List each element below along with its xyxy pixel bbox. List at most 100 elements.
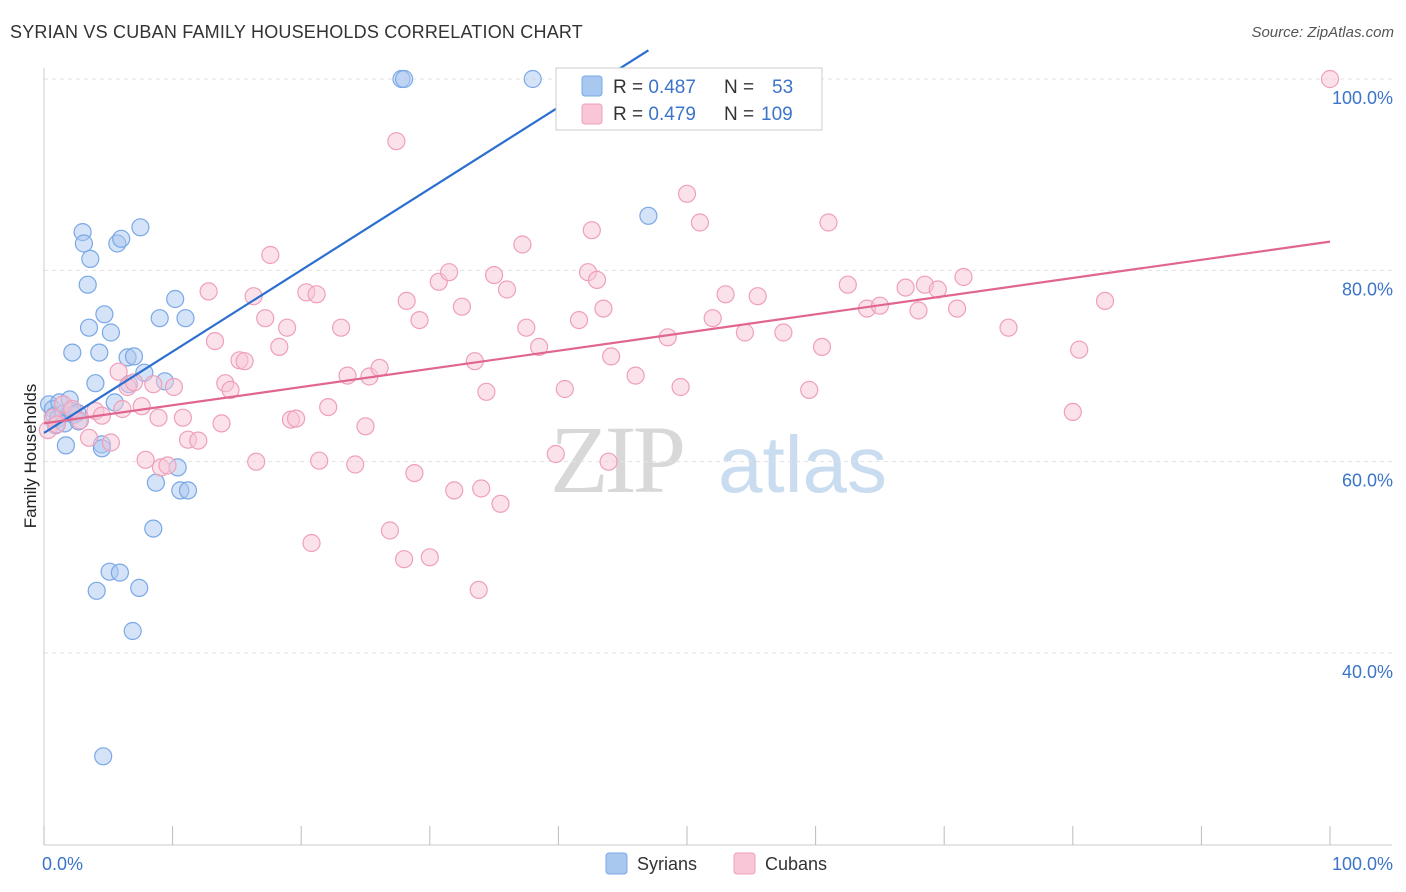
stats-r-label: R = [613,77,648,98]
point-syrians [639,206,658,225]
point-cubans [594,299,613,318]
point-syrians [56,436,76,455]
trend-line-syrians [43,49,650,434]
legend-label-syrians: Syrians [637,854,697,874]
y-tick-label: 100.0% [1332,88,1393,108]
point-cubans [896,278,915,297]
point-cubans [658,328,677,347]
stats-swatch-cubans [581,103,603,125]
point-cubans [144,375,163,394]
point-cubans [261,245,280,265]
stats-swatch-syrians [581,75,603,97]
point-cubans [1095,291,1115,310]
y-axis-label: Family Households [21,384,40,529]
point-cubans [774,323,793,342]
point-cubans [79,428,99,447]
point-syrians [87,581,106,600]
watermark-atlas: atlas [718,420,887,509]
point-cubans [485,266,504,285]
point-syrians [95,305,114,324]
stats-box: R = 0.487 N = 53 R = 0.479 N = 109 [555,67,823,131]
point-cubans [469,580,488,600]
point-syrians [110,563,130,582]
point-cubans [569,311,589,330]
stats-n-value: 109 [761,104,793,125]
point-cubans [387,132,406,151]
point-cubans [319,398,338,417]
legend-swatch-cubans [733,852,756,875]
point-cubans [599,452,618,471]
point-cubans [472,479,491,498]
point-cubans [909,301,928,320]
point-cubans [626,366,645,385]
stats-n-cubans: N = [724,104,754,125]
legend-swatch-syrians [605,852,628,875]
point-cubans [838,275,857,294]
point-syrians [178,481,198,500]
stats-n-value: 53 [772,77,793,98]
point-cubans [445,481,464,500]
point-cubans [800,380,819,399]
x-tick-label: 0.0% [42,854,83,874]
point-syrians [123,621,142,641]
legend: Syrians Cubans [605,852,827,875]
y-tick-label: 40.0% [1342,662,1393,682]
point-cubans [356,417,375,436]
point-cubans [582,221,601,240]
point-cubans [346,455,365,474]
point-cubans [302,533,321,553]
point-cubans [278,318,297,337]
point-syrians [94,747,113,766]
point-syrians [124,347,144,366]
chart-source: Source: ZipAtlas.com [1251,24,1394,41]
point-syrians [131,218,150,237]
point-syrians [166,289,185,309]
point-cubans [199,282,218,301]
point-cubans [132,397,151,416]
y-tick-label: 80.0% [1342,279,1393,299]
point-syrians [176,309,195,328]
point-cubans [287,409,306,428]
point-cubans [690,213,710,232]
point-cubans [158,456,177,475]
point-syrians [146,473,165,492]
stats-n-label: N = [724,77,754,98]
point-cubans [164,377,183,397]
point-cubans [601,347,621,366]
point-cubans [420,548,439,567]
point-cubans [677,184,697,203]
point-cubans [748,287,767,306]
point-cubans [452,297,471,316]
point-cubans [716,285,735,304]
point-cubans [109,362,128,381]
point-cubans [477,382,496,401]
stats-n-label: N = [724,104,754,125]
point-syrians [395,69,414,89]
point-syrians [144,519,163,538]
scatter-points [38,69,1340,766]
point-syrians [74,234,94,253]
point-cubans [1063,402,1082,421]
watermark-zip: ZIP [550,406,683,513]
point-cubans [395,550,414,569]
point-cubans [555,379,574,399]
point-cubans [173,408,192,427]
point-cubans [587,270,607,289]
point-cubans [819,213,838,232]
point-cubans [101,433,121,452]
point-cubans [332,318,351,337]
point-cubans [113,399,132,419]
point-cubans [380,521,399,540]
point-syrians [523,69,542,89]
point-cubans [440,263,459,282]
point-cubans [999,318,1018,337]
point-syrians [78,275,97,294]
point-cubans [954,267,973,287]
point-syrians [112,229,131,248]
point-cubans [405,464,424,483]
point-syrians [86,374,105,393]
point-cubans [247,452,266,471]
point-cubans [491,494,510,513]
point-syrians [150,309,169,328]
x-tick-label: 100.0% [1332,854,1393,874]
